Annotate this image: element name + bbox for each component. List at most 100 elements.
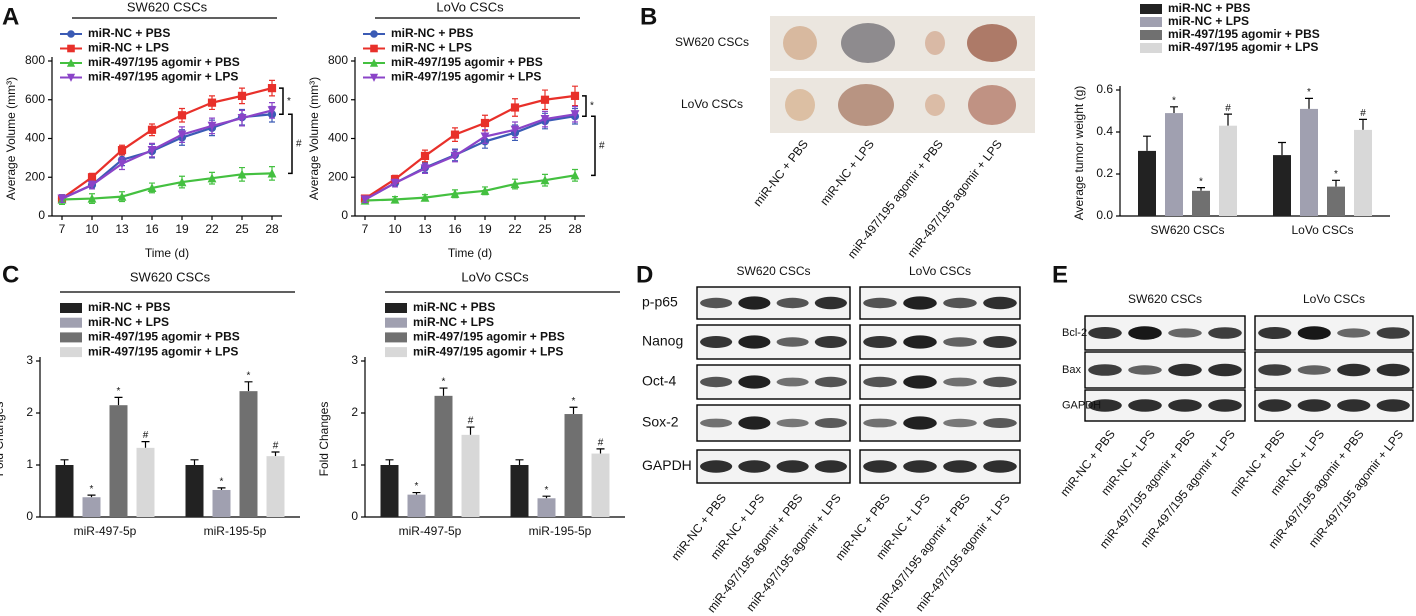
error-bar [60, 459, 69, 465]
series-line [364, 113, 576, 201]
band [1376, 327, 1410, 339]
y-tick-label: 600 [25, 92, 45, 106]
legend-marker [369, 58, 379, 67]
error-bar [569, 406, 578, 415]
annotation: * [590, 101, 594, 112]
bar [564, 414, 583, 517]
point [510, 179, 520, 189]
error-bar [244, 381, 253, 392]
legend-swatch [385, 317, 407, 328]
y-tick-label: 0.6 [1096, 82, 1113, 96]
point [480, 118, 490, 128]
band [863, 336, 897, 348]
point [117, 191, 127, 201]
band [814, 336, 847, 348]
error-bar [1278, 141, 1286, 156]
bar [1219, 125, 1237, 216]
lane-label: miR-NC + PBS [750, 137, 810, 209]
series-line [364, 94, 576, 200]
legend-label: miR-NC + PBS [1168, 1, 1250, 15]
band [1088, 364, 1122, 376]
band [1128, 326, 1162, 340]
x-tick-label: miR-195-5p [529, 524, 592, 538]
point [87, 180, 97, 190]
legend-swatch [385, 347, 407, 358]
band [776, 297, 809, 309]
band [1208, 327, 1242, 339]
y-tick-label: 1 [351, 457, 358, 471]
legend-swatch [60, 347, 82, 358]
significance-marker: # [273, 441, 279, 452]
x-tick-label: 25 [235, 222, 249, 236]
point [147, 183, 157, 193]
bar [1165, 113, 1183, 216]
point [450, 189, 460, 198]
row-label: Bcl-2 [1062, 327, 1087, 339]
bar [1138, 150, 1156, 216]
band [1258, 364, 1292, 376]
error-bar [1359, 118, 1367, 130]
bracket [582, 95, 587, 117]
bar [510, 465, 529, 517]
band [700, 336, 733, 348]
legend-label: miR-NC + PBS [88, 300, 170, 314]
point [207, 173, 217, 183]
legend-label: miR-NC + LPS [1168, 14, 1249, 28]
y-tick-label: 0 [26, 509, 33, 523]
legend-marker [370, 30, 378, 38]
x-tick-label: 13 [115, 222, 129, 236]
error-bar [114, 396, 123, 406]
band [1258, 327, 1292, 339]
row-label: Nanog [642, 333, 683, 349]
bar [109, 405, 128, 517]
group-label: LoVo CSCs [909, 264, 971, 278]
band [776, 337, 809, 347]
legend-label: miR-NC + LPS [413, 315, 494, 329]
row-label: GAPDH [1062, 399, 1101, 411]
bar [434, 395, 453, 517]
x-tick-label: miR-497-5p [74, 524, 137, 538]
band [776, 460, 809, 473]
band [863, 460, 897, 473]
band [1337, 328, 1371, 338]
row-label: LoVo CSCs [681, 97, 743, 111]
legend-label: miR-NC + PBS [88, 26, 170, 40]
legend-marker [369, 73, 379, 82]
band [1297, 365, 1331, 375]
y-tick-label: 0.0 [1096, 208, 1113, 222]
legend-marker [67, 30, 75, 38]
significance-marker: * [545, 485, 549, 496]
band [700, 297, 733, 309]
x-axis-label: Time (d) [448, 246, 492, 260]
y-tick-label: 800 [25, 53, 45, 67]
legend-swatch [385, 303, 407, 313]
band [738, 416, 771, 430]
legend-label: miR-497/195 agomir + PBS [413, 330, 565, 344]
bar [407, 494, 426, 517]
panel-letter: B [640, 3, 657, 30]
point [540, 175, 550, 185]
band [1258, 399, 1292, 412]
tumor [968, 85, 1016, 125]
y-tick-label: 0.2 [1096, 166, 1113, 180]
significance-marker: * [1334, 169, 1338, 180]
point [177, 130, 187, 140]
bar [185, 465, 204, 517]
y-tick-label: 3 [26, 353, 33, 367]
bar [380, 465, 399, 517]
x-tick-label: 28 [265, 222, 279, 236]
legend-marker [66, 58, 76, 67]
y-tick-label: 0 [341, 208, 348, 222]
significance-marker: * [220, 477, 224, 488]
series-line [61, 172, 273, 201]
point [117, 159, 127, 169]
band [700, 460, 733, 473]
band [943, 377, 977, 387]
point [510, 103, 520, 112]
y-axis-label: Average Volume (mm³) [307, 77, 321, 200]
legend-marker [66, 73, 76, 82]
legend-swatch [60, 303, 82, 313]
band [903, 375, 937, 389]
point [480, 186, 490, 195]
